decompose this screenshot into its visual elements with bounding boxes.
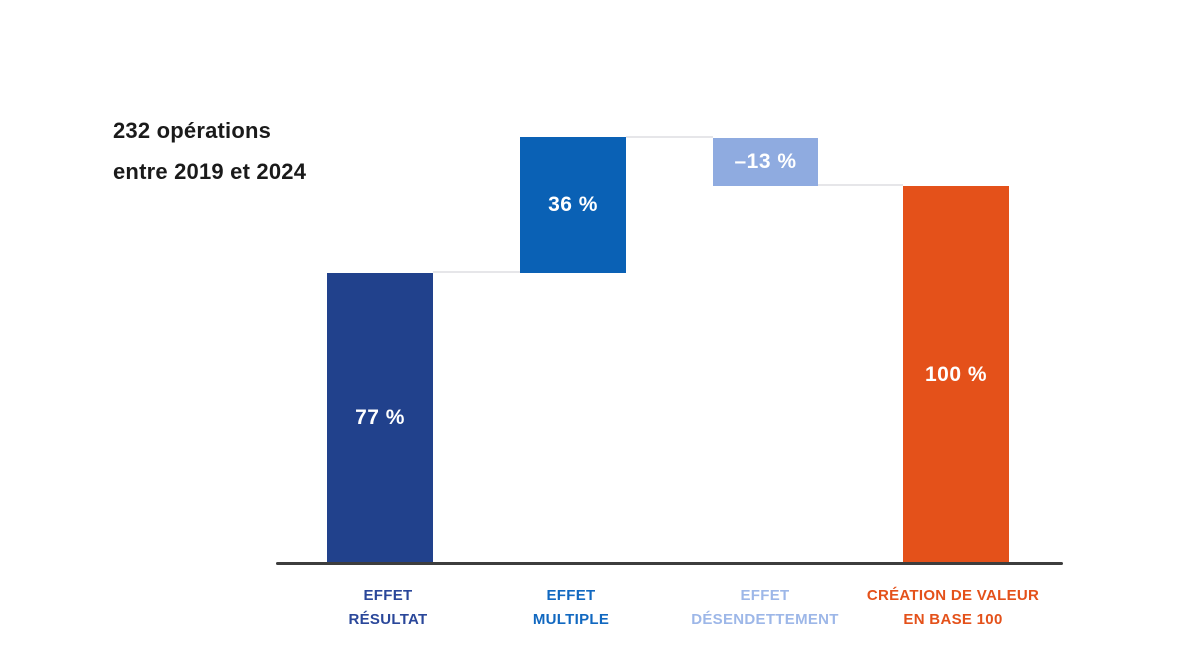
axis-label-line: EFFET — [363, 587, 413, 604]
bar-value-label: –13 % — [734, 150, 797, 173]
axis-label-line: RÉSULTAT — [348, 611, 428, 628]
axis-label-line: EFFET — [546, 587, 596, 604]
annotation-line-2: entre 2019 et 2024 — [113, 159, 307, 184]
bar-value-label: 36 % — [548, 193, 598, 216]
axis-label-effet-desendettement: EFFET DÉSENDETTEMENT — [645, 584, 885, 632]
bar-effet-resultat: 77 % — [327, 273, 433, 563]
bar-effet-desendettement: –13 % — [713, 138, 818, 186]
axis-label-line: EN BASE 100 — [903, 611, 1003, 628]
bar-value-label: 77 % — [355, 406, 405, 429]
axis-label-effet-multiple: EFFET MULTIPLE — [451, 584, 691, 632]
axis-label-line: DÉSENDETTEMENT — [691, 611, 839, 628]
axis-label-line: EFFET — [740, 587, 790, 604]
x-axis-line — [276, 562, 1063, 565]
annotation-line-1: 232 opérations — [113, 118, 272, 143]
axis-label-line: MULTIPLE — [532, 611, 610, 628]
connector-line-1 — [433, 271, 520, 273]
bar-value-label: 100 % — [924, 362, 988, 386]
connector-line-3 — [818, 184, 903, 186]
bar-creation-de-valeur: 100 % — [903, 186, 1009, 563]
axis-label-effet-resultat: EFFET RÉSULTAT — [268, 584, 508, 632]
chart-annotation: 232 opérations entre 2019 et 2024 — [113, 110, 306, 192]
axis-label-creation-de-valeur: CRÉATION DE VALEUR EN BASE 100 — [833, 584, 1073, 632]
connector-line-2 — [626, 136, 713, 138]
axis-label-line: CRÉATION DE VALEUR — [866, 587, 1040, 604]
bar-effet-multiple: 36 % — [520, 137, 626, 273]
